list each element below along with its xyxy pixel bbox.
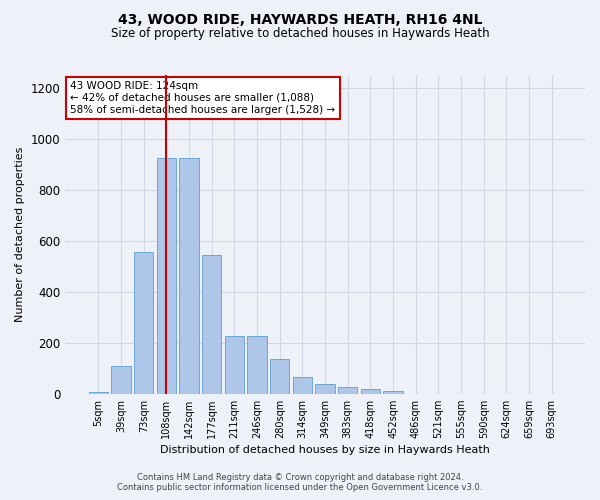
Text: 43, WOOD RIDE, HAYWARDS HEATH, RH16 4NL: 43, WOOD RIDE, HAYWARDS HEATH, RH16 4NL <box>118 12 482 26</box>
Bar <box>89 392 108 394</box>
Bar <box>383 391 403 394</box>
Bar <box>247 336 267 394</box>
Bar <box>202 254 221 394</box>
Bar <box>361 388 380 394</box>
Bar <box>316 384 335 394</box>
Text: Size of property relative to detached houses in Haywards Heath: Size of property relative to detached ho… <box>110 28 490 40</box>
Bar <box>338 388 358 394</box>
Bar <box>179 158 199 394</box>
Text: 43 WOOD RIDE: 124sqm
← 42% of detached houses are smaller (1,088)
58% of semi-de: 43 WOOD RIDE: 124sqm ← 42% of detached h… <box>70 82 335 114</box>
Text: Contains HM Land Registry data © Crown copyright and database right 2024.
Contai: Contains HM Land Registry data © Crown c… <box>118 473 482 492</box>
X-axis label: Distribution of detached houses by size in Haywards Heath: Distribution of detached houses by size … <box>160 445 490 455</box>
Bar <box>157 158 176 394</box>
Bar <box>112 366 131 394</box>
Bar <box>293 377 312 394</box>
Bar <box>270 360 289 394</box>
Bar <box>225 336 244 394</box>
Y-axis label: Number of detached properties: Number of detached properties <box>15 146 25 322</box>
Bar <box>134 252 154 394</box>
